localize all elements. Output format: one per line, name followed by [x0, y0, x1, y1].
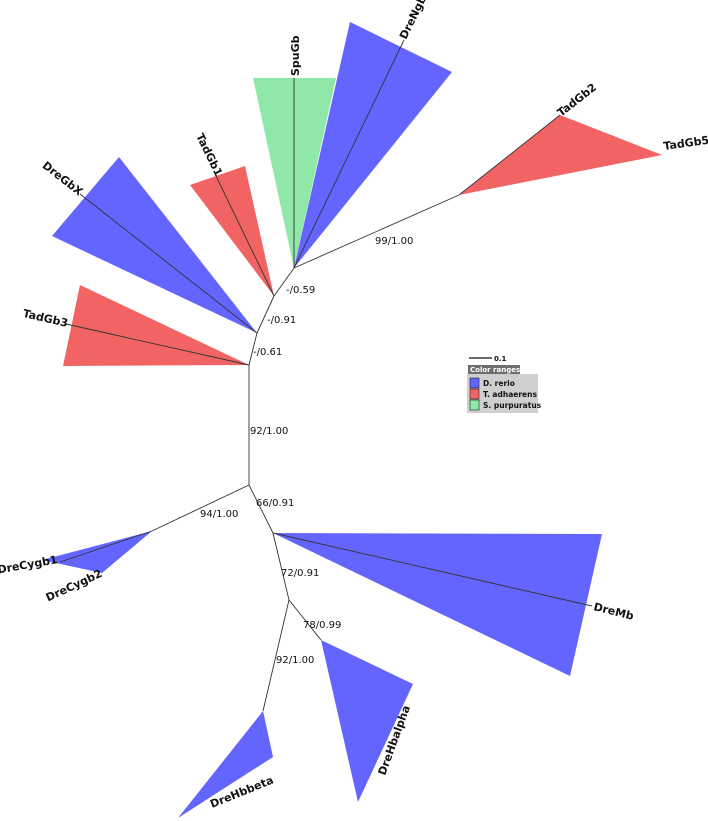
leaf-label-dreCygb2: DreCygb2: [44, 567, 104, 604]
legend-swatch-d-rerio: [469, 377, 480, 389]
clade-dreHbbeta: [178, 711, 273, 818]
support-stem: 92/1.00: [250, 426, 288, 437]
branch-stem-lower: [248, 484, 274, 534]
leaf-line-dreMb: [272, 532, 593, 607]
branch-node061: [248, 332, 258, 366]
clade-tadGb3: [63, 285, 249, 366]
clade-tadGb2-5: [459, 115, 662, 195]
legend-label-s-purpuratus: S. purpuratus: [483, 401, 542, 410]
legend-title: Color ranges: [470, 366, 520, 374]
tree-branches: [59, 39, 593, 712]
leaf-line-dreNgb: [293, 39, 405, 269]
leaf-label-dreNgb: DreNgb: [397, 0, 429, 41]
leaf-line-dreGbX: [79, 193, 258, 334]
support-node6691: 66/0.91: [256, 498, 294, 509]
support-hbalpha: 78/0.99: [303, 620, 341, 631]
clade-dreMb: [273, 533, 602, 676]
leaf-label-spuGb: SpuGb: [289, 35, 302, 76]
leaf-line-tadGb3: [65, 323, 250, 366]
leaf-label-tadGb1: TadGb1: [193, 131, 225, 178]
legend-label-t-adhaerens: T. adhaerens: [483, 390, 537, 399]
support-hbbeta: 92/1.00: [276, 655, 314, 666]
support-cygb: 94/1.00: [200, 509, 238, 520]
clade-spuGb: [253, 78, 336, 268]
support-node059: -/0.59: [286, 285, 315, 296]
legend-title-bg: [468, 365, 520, 374]
clade-dreNgb: [294, 22, 452, 268]
branch-tadgb25: [293, 194, 460, 269]
branch-globin-split: [272, 532, 290, 601]
support-node7291: 72/0.91: [281, 568, 319, 579]
leaf-label-dreCygb1: DreCygb1: [0, 553, 59, 576]
branch-hb-split: [288, 599, 322, 641]
clade-dreGbX: [52, 157, 257, 333]
support-node061: -/0.61: [253, 347, 282, 358]
legend-label-d-rerio: D. rerio: [483, 379, 515, 388]
legend-swatch-s-purpuratus: [469, 399, 480, 411]
leaf-label-tadGb3: TadGb3: [22, 307, 70, 330]
color-legend: Color ranges D. rerio T. adhaerens S. pu…: [467, 365, 542, 413]
leaf-line-cygb1: [59, 530, 153, 563]
support-node091: -/0.91: [267, 315, 296, 326]
leaf-line-tadGb2: [458, 114, 561, 196]
support-tadgb25: 99/1.00: [375, 236, 413, 247]
leaf-label-dreGbX: DreGbX: [40, 159, 86, 199]
branch-hbbeta: [262, 599, 290, 712]
leaf-label-tadGb2: TadGb2: [555, 81, 599, 120]
leaf-label-tadGb5: TadGb5: [663, 134, 708, 153]
clade-dreCygb: [42, 531, 152, 573]
clade-dreHbalpha: [321, 640, 413, 802]
leaf-label-dreMb: DreMb: [592, 600, 635, 623]
scale-bar-label: 0.1: [494, 355, 507, 363]
clade-tadGb1: [190, 166, 274, 296]
branch-node059: [273, 267, 295, 297]
leaf-line-tadGb1: [215, 175, 275, 297]
scale-bar: 0.1: [469, 355, 507, 363]
branch-node091: [256, 295, 275, 334]
legend-swatch-t-adhaerens: [469, 388, 480, 400]
branch-cygb: [151, 484, 250, 532]
